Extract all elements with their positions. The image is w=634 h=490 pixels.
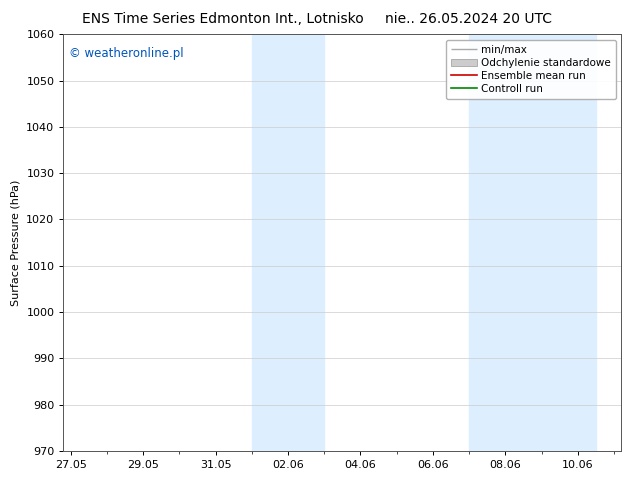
Bar [252,34,324,451]
Y-axis label: Surface Pressure (hPa): Surface Pressure (hPa) [11,179,21,306]
Legend: min/max, Odchylenie standardowe, Ensemble mean run, Controll run: min/max, Odchylenie standardowe, Ensembl… [446,40,616,99]
Text: nie.. 26.05.2024 20 UTC: nie.. 26.05.2024 20 UTC [385,12,552,26]
Text: ENS Time Series Edmonton Int., Lotnisko: ENS Time Series Edmonton Int., Lotnisko [82,12,364,26]
Text: © weatheronline.pl: © weatheronline.pl [69,47,184,60]
Bar [469,34,596,451]
